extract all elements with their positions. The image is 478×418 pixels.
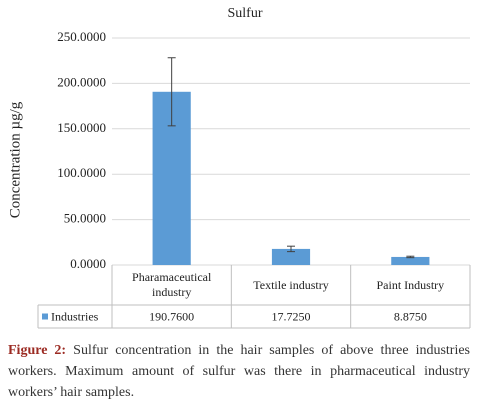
caption: Figure 2: Sulfur concentration in the ha… [8,340,470,403]
x-tick-cell: Pharamaceutical industry [132,270,212,299]
y-tick-label: 100.0000 [57,165,106,180]
chart: Sulfur Concentration µg/g 0.0000 50.0000 1… [7,6,471,329]
error-bar [287,245,295,253]
y-tick-label: 50.0000 [64,211,106,226]
error-bar [406,255,415,259]
table-value: 8.8750 [394,309,427,323]
x-tick-label: Textile industry [253,277,329,292]
y-tick-label: 200.0000 [57,74,106,89]
chart-title: Sulfur [228,6,263,21]
table-value: 17.7250 [272,309,311,323]
table-value: 190.7600 [149,309,194,323]
y-tick-label: 250.0000 [57,29,106,44]
caption-text: Sulfur concentration in the hair samples… [8,343,471,400]
bar [391,256,430,265]
x-tick-label: Pharamaceutical industry [132,270,212,299]
legend-key [42,313,48,320]
y-tick-label: 0.0000 [70,256,106,271]
y-tick-label: 150.0000 [57,120,106,135]
caption-label: Figure 2: [8,343,67,358]
error-bar [167,57,176,127]
legend-label: Industries [51,309,99,323]
x-tick-label: Paint Industry [376,277,445,292]
x-tick-cell: Textile industry [253,277,329,292]
x-tick-cell: Paint Industry [376,277,445,292]
y-axis-label: Concentration µg/g [7,101,23,218]
bar [271,248,311,265]
